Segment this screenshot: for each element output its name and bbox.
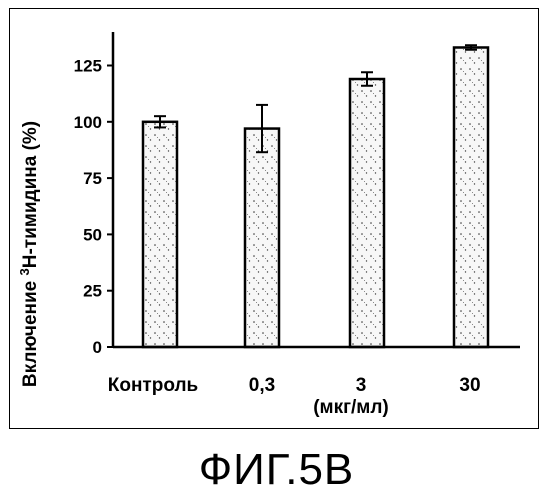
y-tick-label: 50 — [83, 225, 102, 244]
y-axis-title-suffix: Н-тимидина (%) — [20, 121, 41, 268]
bars — [143, 45, 488, 347]
y-axis-title: Включение 3Н-тимидина (%) — [17, 121, 41, 387]
y-tick-label: 0 — [93, 338, 102, 357]
x-category-label: Контроль — [108, 375, 198, 396]
x-axis-title: (мкг/мл) — [313, 397, 389, 418]
bar — [454, 47, 488, 347]
y-axis-title-prefix: Включение — [20, 275, 41, 387]
x-category-label: 0,3 — [249, 375, 275, 396]
bar — [143, 122, 177, 347]
bar — [350, 79, 384, 347]
y-tick-label: 100 — [74, 113, 102, 132]
y-axis-ticks: 0 25 50 75 100 125 — [74, 57, 113, 358]
x-category-label: 30 — [459, 375, 480, 396]
x-axis-categories: Контроль 0,3 3 30 — [108, 375, 481, 396]
bar — [245, 129, 279, 347]
y-tick-label: 25 — [83, 282, 102, 301]
bar-chart: 0 25 50 75 100 125 Контроль 0,3 3 30 (мкг/мл) Вк… — [0, 0, 553, 440]
figure-caption: ФИГ.5В — [0, 445, 553, 495]
x-category-label: 3 — [356, 375, 367, 396]
y-tick-label: 75 — [83, 169, 102, 188]
y-tick-label: 125 — [74, 57, 102, 76]
y-axis-title-superscript: 3 — [17, 268, 32, 275]
